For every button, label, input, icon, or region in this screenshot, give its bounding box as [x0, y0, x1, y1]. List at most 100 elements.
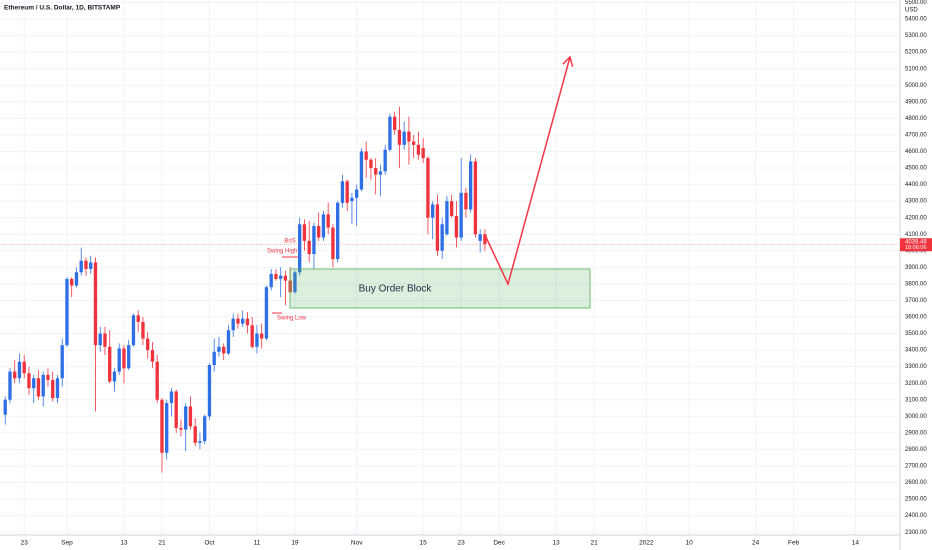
candle-body [131, 315, 136, 346]
y-tick-label: 5200.00 [905, 50, 927, 56]
x-tick-label: 23 [21, 540, 29, 547]
order-block-zone [289, 268, 591, 309]
candle-body [98, 333, 102, 346]
candle-body [74, 272, 79, 286]
candle-body [231, 318, 235, 331]
candle-body [212, 351, 216, 365]
candle-body [264, 287, 269, 339]
y-tick-label: 3200.00 [905, 381, 927, 387]
swing-high-label: Swing High [267, 249, 297, 255]
x-tick-label: 10 [686, 540, 694, 547]
candle-body [279, 275, 283, 279]
candle-body [326, 214, 330, 228]
candle-body [41, 374, 45, 397]
y-tick-label: 4300.00 [905, 199, 927, 205]
y-tick-label: 3600.00 [905, 315, 927, 321]
y-tick-label: 3000.00 [905, 414, 927, 420]
x-tick-label: 21 [158, 540, 166, 547]
candle-body [483, 234, 487, 245]
candle-body [207, 364, 212, 417]
candle-body [136, 315, 140, 322]
candle-body [141, 321, 145, 339]
candle-body [17, 361, 22, 379]
candle-body [431, 204, 435, 218]
candle-body [146, 338, 150, 351]
candle-body [374, 168, 378, 175]
candle-body [236, 318, 240, 324]
candle-body [226, 330, 231, 354]
candle-body [440, 224, 444, 251]
candle-body [245, 318, 250, 326]
candle-body [127, 345, 131, 369]
candle-body [150, 350, 155, 362]
candle-body [454, 216, 459, 238]
candle-body [260, 333, 264, 339]
swing-low-label: Swing Low [277, 316, 307, 322]
y-tick-label: 4600.00 [905, 149, 927, 155]
candle-body [317, 225, 321, 238]
y-tick-label: 4700.00 [905, 132, 927, 138]
x-tick-label: Oct [204, 540, 214, 547]
y-tick-label: 5400.00 [905, 17, 927, 23]
candle-body [355, 189, 359, 198]
candle-body [336, 202, 340, 260]
y-tick-label: 2700.00 [905, 464, 927, 470]
candle-body [416, 144, 421, 155]
x-tick-label: Sep [61, 540, 73, 547]
candle-body [27, 373, 31, 389]
y-tick-label: 3700.00 [905, 298, 927, 304]
candle-body [188, 406, 193, 427]
candle-body [65, 278, 69, 346]
candle-body [84, 260, 88, 269]
candle-body [445, 201, 449, 235]
x-tick-label: 11 [254, 540, 261, 547]
candle-body [36, 378, 41, 397]
y-tick-label: 4500.00 [905, 166, 927, 172]
candle-body [412, 141, 416, 145]
candle-body [51, 379, 55, 399]
candle-body [250, 325, 254, 347]
candles [0, 106, 900, 473]
arrow-head [562, 55, 574, 67]
candle-body [222, 346, 226, 354]
candle-body [103, 333, 107, 347]
candle-body [340, 181, 345, 203]
grid [0, 0, 900, 535]
y-tick-label: 2600.00 [905, 480, 927, 486]
candle-body [155, 361, 159, 400]
candle-body [117, 348, 121, 372]
candle-body [179, 427, 183, 430]
y-tick-label: 5000.00 [905, 83, 927, 89]
candle-body [393, 116, 397, 130]
y-tick-label: 3900.00 [905, 265, 927, 271]
candle-body [184, 406, 188, 430]
y-tick-label: 2800.00 [905, 447, 927, 453]
candle-body [388, 116, 392, 150]
candle-body [293, 272, 297, 293]
candle-body [426, 158, 430, 218]
candle-body [217, 346, 221, 352]
y-tick-label: 4900.00 [905, 99, 927, 105]
y-tick-label: 4400.00 [905, 182, 927, 188]
zone-label: Buy Order Block [359, 284, 433, 295]
candle-body [169, 391, 174, 404]
chart-title: Ethereum / U.S. Dollar, 1D, BITSTAMP [4, 5, 121, 12]
x-tick-label: 13 [553, 540, 561, 547]
candle-body [203, 416, 207, 442]
candle-body [160, 399, 164, 453]
candle-body [32, 378, 36, 389]
candle-body [397, 129, 402, 145]
candle-body [464, 192, 468, 210]
y-tick-label: 4800.00 [905, 116, 927, 122]
drawings: Buy Order Block BoS Swing High Swing Low [267, 55, 591, 322]
candle-body [198, 441, 202, 443]
candle-body [321, 214, 326, 238]
axes: 2300.00 2400.00 2500.00 2600.00 2700.00 2800.… [21, 0, 932, 547]
y-tick-label: 2400.00 [905, 513, 927, 519]
y-tick-label: 3100.00 [905, 397, 927, 403]
candle-body [369, 159, 373, 169]
x-tick-label: Nov [351, 540, 363, 547]
